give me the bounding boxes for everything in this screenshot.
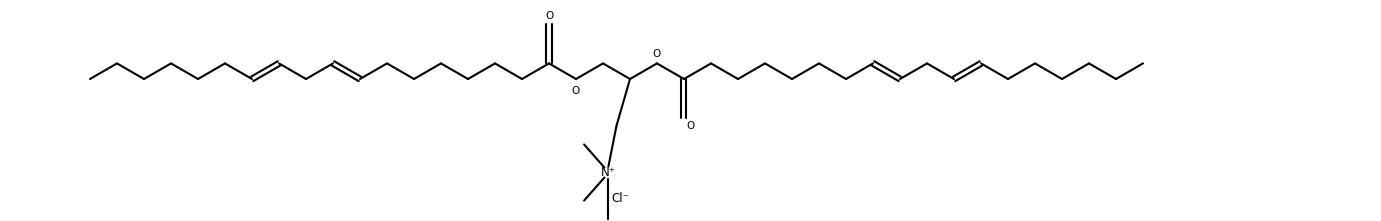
Text: O: O (572, 86, 580, 96)
Text: N⁺: N⁺ (601, 166, 616, 179)
Text: O: O (653, 50, 661, 59)
Text: O: O (686, 121, 695, 131)
Text: Cl⁻: Cl⁻ (610, 192, 628, 206)
Text: O: O (545, 11, 554, 21)
